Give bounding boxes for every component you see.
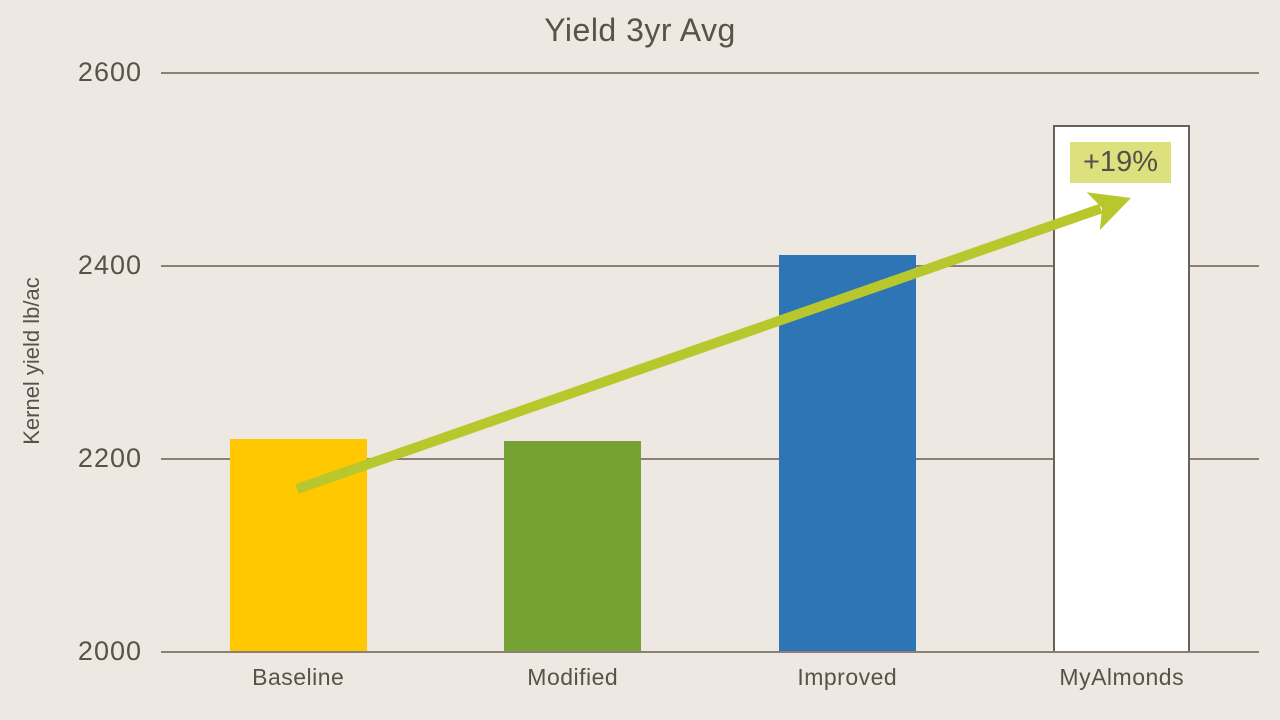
bar-modified: [504, 440, 642, 651]
y-axis-title: Kernel yield lb/ac: [19, 277, 44, 445]
y-tick-label-2000: 2000: [77, 636, 142, 666]
y-tick-label-2200: 2200: [77, 443, 142, 473]
x-tick-label-baseline: Baseline: [252, 664, 345, 690]
gridline-2000: [161, 651, 1259, 653]
y-tick-label-2600: 2600: [77, 57, 142, 87]
x-tick-label-myalmonds: MyAlmonds: [1059, 664, 1185, 690]
chart-title: Yield 3yr Avg: [544, 12, 736, 48]
x-tick-label-improved: Improved: [797, 664, 898, 690]
x-tick-label-modified: Modified: [527, 664, 619, 690]
bar-myalmonds: [1053, 125, 1191, 651]
bar-improved: [778, 255, 916, 651]
bar-baseline: [229, 438, 367, 651]
gridline-2600: [161, 72, 1259, 74]
y-tick-label-2400: 2400: [77, 250, 142, 280]
annotation-badge: +19%: [1070, 142, 1171, 183]
